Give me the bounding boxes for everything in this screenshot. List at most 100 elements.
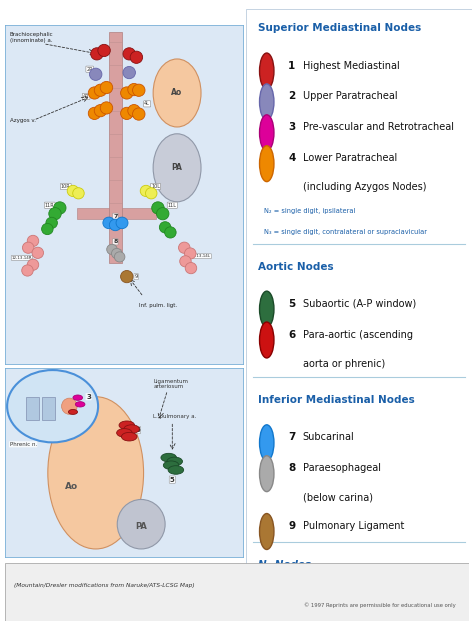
Ellipse shape: [156, 208, 169, 220]
Text: 6: 6: [288, 329, 295, 339]
Circle shape: [260, 115, 274, 151]
Text: 4L: 4L: [144, 101, 150, 106]
FancyBboxPatch shape: [5, 25, 244, 365]
Text: PA: PA: [172, 163, 182, 172]
Ellipse shape: [120, 87, 133, 99]
Text: © 1997 Reprints are permissible for educational use only: © 1997 Reprints are permissible for educ…: [303, 602, 456, 608]
Text: aorta or phrenic): aorta or phrenic): [303, 359, 385, 369]
Ellipse shape: [128, 105, 140, 117]
Text: Azygos v.: Azygos v.: [9, 118, 36, 123]
Ellipse shape: [98, 44, 110, 57]
Ellipse shape: [116, 217, 128, 228]
Text: Hilar: Hilar: [303, 597, 326, 607]
Text: Inf. pulm. ligt.: Inf. pulm. ligt.: [139, 303, 177, 308]
Ellipse shape: [62, 398, 77, 414]
Text: (Mountain/Dresler modifications from Naruke/ATS-LCSG Map): (Mountain/Dresler modifications from Nar…: [14, 583, 195, 588]
Circle shape: [260, 53, 274, 89]
Ellipse shape: [68, 409, 78, 414]
Circle shape: [260, 145, 274, 182]
Ellipse shape: [159, 222, 171, 233]
Ellipse shape: [119, 421, 135, 429]
Text: (below carina): (below carina): [303, 492, 373, 502]
Ellipse shape: [88, 107, 101, 120]
Text: 10R: 10R: [61, 184, 71, 189]
Text: Lower Paratracheal: Lower Paratracheal: [303, 154, 397, 163]
Circle shape: [260, 620, 274, 624]
Text: Subaortic (A-P window): Subaortic (A-P window): [303, 299, 416, 309]
Ellipse shape: [130, 51, 143, 64]
Ellipse shape: [27, 259, 39, 270]
Ellipse shape: [27, 235, 39, 246]
FancyBboxPatch shape: [246, 9, 472, 571]
Bar: [76, 208, 109, 219]
Bar: [26, 397, 39, 419]
Ellipse shape: [107, 245, 117, 255]
Ellipse shape: [42, 223, 53, 235]
Ellipse shape: [161, 453, 176, 462]
Ellipse shape: [152, 202, 164, 214]
Text: Aortic Nodes: Aortic Nodes: [258, 261, 333, 271]
Ellipse shape: [111, 248, 122, 258]
Ellipse shape: [184, 248, 196, 259]
Text: Subcarinal: Subcarinal: [303, 432, 355, 442]
Text: 9: 9: [135, 274, 138, 279]
Text: 8: 8: [288, 463, 295, 473]
Text: 2: 2: [288, 92, 295, 102]
Text: Upper Paratracheal: Upper Paratracheal: [303, 92, 397, 102]
Bar: [122, 208, 155, 219]
Ellipse shape: [67, 185, 79, 197]
Circle shape: [153, 59, 201, 127]
Ellipse shape: [90, 68, 102, 80]
Ellipse shape: [48, 397, 144, 549]
Ellipse shape: [32, 247, 44, 258]
Ellipse shape: [54, 202, 66, 214]
Ellipse shape: [180, 256, 191, 267]
Ellipse shape: [133, 108, 145, 120]
FancyBboxPatch shape: [5, 563, 469, 621]
Text: Ligamentum
arteriosum: Ligamentum arteriosum: [153, 379, 188, 389]
Ellipse shape: [109, 219, 121, 231]
Ellipse shape: [124, 425, 139, 433]
Text: 11R: 11R: [45, 203, 55, 208]
Bar: [42, 397, 55, 419]
Text: L. pulmonary a.: L. pulmonary a.: [153, 414, 197, 419]
Text: 12,13,14R: 12,13,14R: [12, 256, 32, 260]
Ellipse shape: [22, 242, 34, 253]
Text: 5: 5: [170, 477, 175, 482]
Ellipse shape: [121, 432, 137, 441]
Ellipse shape: [114, 252, 125, 262]
Text: 7: 7: [113, 214, 118, 219]
Text: 8: 8: [113, 240, 118, 245]
Ellipse shape: [0, 8, 124, 382]
Ellipse shape: [94, 105, 107, 117]
Ellipse shape: [140, 185, 152, 197]
Text: Pulmonary Ligament: Pulmonary Ligament: [303, 521, 404, 531]
Ellipse shape: [164, 461, 179, 469]
Ellipse shape: [100, 102, 113, 114]
Text: Superior Mediastinal Nodes: Superior Mediastinal Nodes: [258, 23, 421, 34]
Ellipse shape: [168, 466, 183, 474]
Text: Paraesophageal: Paraesophageal: [303, 463, 381, 473]
Ellipse shape: [73, 395, 82, 401]
Text: 3: 3: [86, 394, 91, 400]
Text: 4: 4: [288, 154, 295, 163]
Ellipse shape: [128, 84, 140, 95]
Ellipse shape: [88, 87, 101, 99]
Ellipse shape: [46, 217, 57, 228]
Ellipse shape: [103, 217, 115, 228]
Text: (including Azygos Nodes): (including Azygos Nodes): [303, 182, 426, 192]
Text: 11L: 11L: [168, 203, 177, 208]
Ellipse shape: [179, 242, 190, 253]
Ellipse shape: [123, 66, 136, 79]
Ellipse shape: [94, 84, 107, 96]
Text: Inferior Mediastinal Nodes: Inferior Mediastinal Nodes: [258, 395, 414, 405]
Ellipse shape: [91, 48, 103, 60]
Circle shape: [7, 370, 98, 442]
Text: 6: 6: [135, 427, 140, 433]
Text: N₃ = single digit, contralateral or supraclavicular: N₃ = single digit, contralateral or supr…: [264, 229, 428, 235]
Ellipse shape: [22, 265, 33, 276]
Text: 2R: 2R: [86, 67, 93, 72]
Text: Pre-vascular and Retrotracheal: Pre-vascular and Retrotracheal: [303, 122, 454, 132]
Text: Brachiocephalic
(innominate) a.: Brachiocephalic (innominate) a.: [9, 32, 53, 42]
Circle shape: [260, 322, 274, 358]
